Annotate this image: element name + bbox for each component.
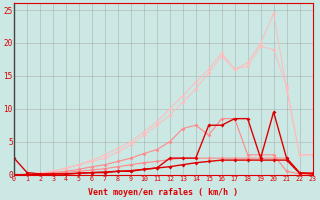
X-axis label: Vent moyen/en rafales ( km/h ): Vent moyen/en rafales ( km/h )	[88, 188, 238, 197]
